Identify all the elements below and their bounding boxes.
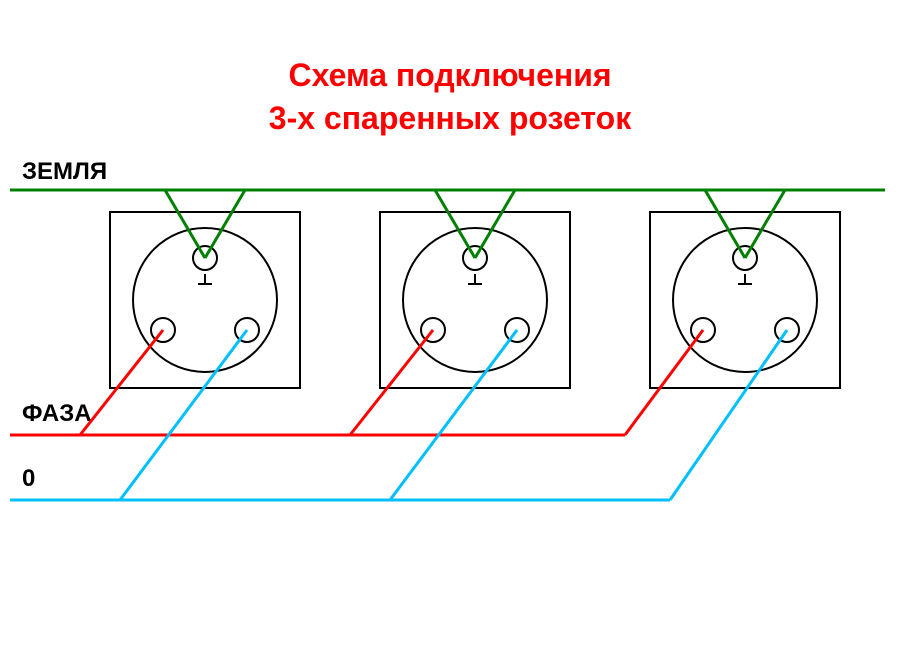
wiring-diagram — [0, 0, 900, 658]
